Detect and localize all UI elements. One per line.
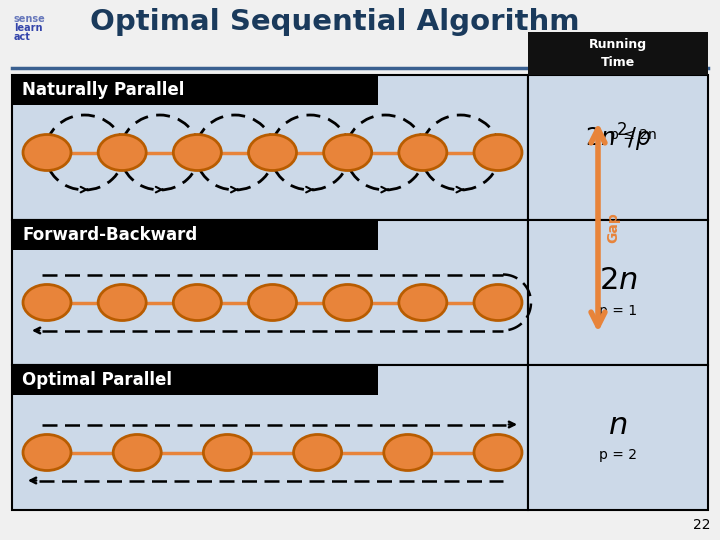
Ellipse shape — [399, 285, 447, 321]
Bar — [12, 75, 378, 105]
Ellipse shape — [174, 134, 221, 171]
Ellipse shape — [324, 134, 372, 171]
Text: Running
Time: Running Time — [589, 38, 647, 69]
Bar — [12, 365, 528, 510]
Ellipse shape — [399, 134, 447, 171]
Bar — [528, 220, 708, 365]
Bar — [12, 75, 528, 220]
Ellipse shape — [324, 285, 372, 321]
Ellipse shape — [174, 285, 221, 321]
Ellipse shape — [98, 285, 146, 321]
Text: p = 1: p = 1 — [599, 303, 637, 318]
Text: p ≤ 2n: p ≤ 2n — [610, 128, 657, 142]
Bar — [528, 75, 708, 220]
Ellipse shape — [23, 435, 71, 470]
Text: $n$: $n$ — [608, 411, 628, 440]
Ellipse shape — [23, 285, 71, 321]
Text: p = 2: p = 2 — [599, 449, 637, 462]
Bar — [12, 220, 378, 250]
Ellipse shape — [203, 435, 251, 470]
Ellipse shape — [384, 435, 432, 470]
Ellipse shape — [474, 134, 522, 171]
Text: Naturally Parallel: Naturally Parallel — [22, 81, 184, 99]
Text: 22: 22 — [693, 518, 710, 532]
Ellipse shape — [474, 435, 522, 470]
Text: Optimal Parallel: Optimal Parallel — [22, 371, 172, 389]
Ellipse shape — [474, 285, 522, 321]
Text: Gap: Gap — [606, 212, 620, 243]
Ellipse shape — [248, 134, 297, 171]
Text: $2n^2/p$: $2n^2/p$ — [585, 122, 651, 153]
Text: learn: learn — [14, 23, 42, 33]
Bar — [528, 365, 708, 510]
Bar — [12, 220, 528, 365]
Text: sense: sense — [14, 14, 46, 24]
Ellipse shape — [248, 285, 297, 321]
Text: act: act — [14, 32, 31, 42]
Ellipse shape — [294, 435, 341, 470]
Text: $2n$: $2n$ — [598, 266, 637, 295]
Ellipse shape — [98, 134, 146, 171]
Text: Forward-Backward: Forward-Backward — [22, 226, 197, 244]
Text: Optimal Sequential Algorithm: Optimal Sequential Algorithm — [90, 8, 580, 36]
Ellipse shape — [23, 134, 71, 171]
Ellipse shape — [113, 435, 161, 470]
Bar — [12, 365, 378, 395]
Bar — [528, 32, 708, 75]
